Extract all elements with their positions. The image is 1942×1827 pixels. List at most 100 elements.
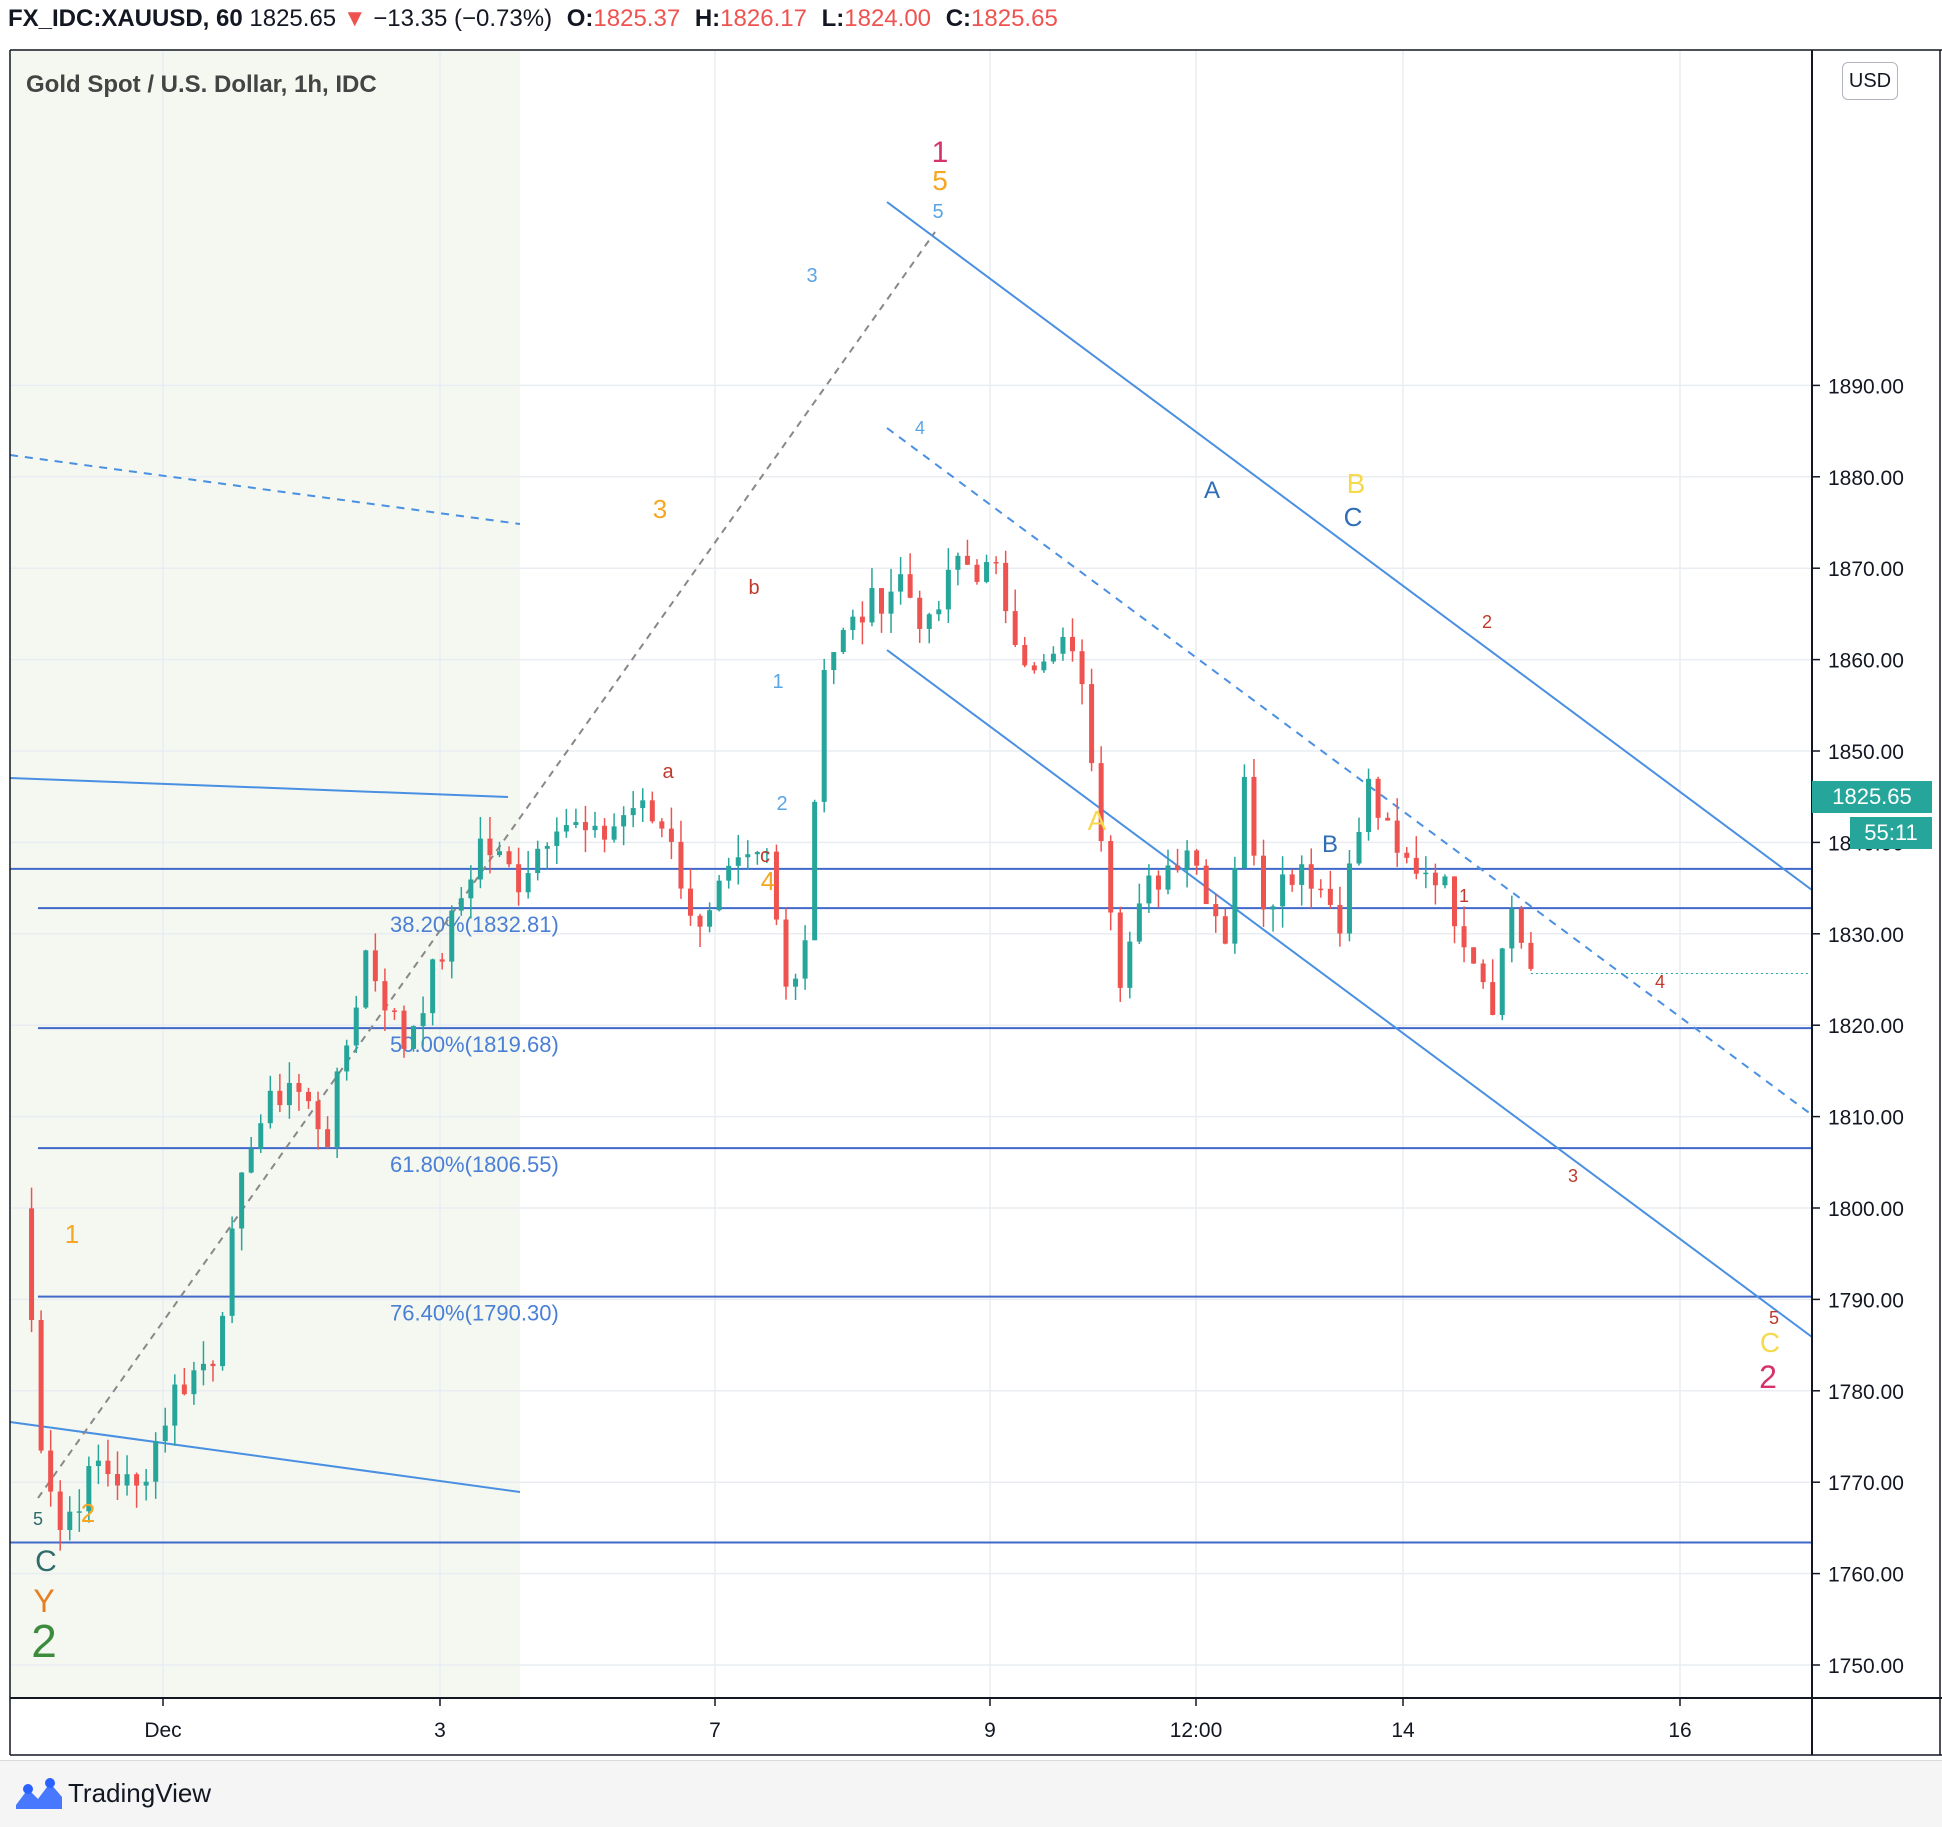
candle	[391, 1010, 397, 1012]
candle	[754, 852, 760, 855]
candle	[945, 569, 951, 610]
session-highlight	[10, 50, 520, 1698]
candle	[76, 1511, 82, 1513]
candle	[325, 1129, 331, 1147]
symbol-name[interactable]: FX_IDC:XAUUSD, 60	[8, 5, 243, 32]
chart-grid	[10, 50, 1812, 1698]
wave-label: 5	[932, 201, 943, 223]
candle	[1299, 864, 1305, 885]
candle	[124, 1474, 130, 1486]
candle	[793, 978, 799, 987]
candle	[678, 841, 684, 889]
fib-label: 38.20%(1832.81)	[390, 912, 559, 937]
wave-label: A	[1088, 805, 1107, 836]
candle	[563, 825, 569, 832]
fib-label: 76.40%(1790.30)	[390, 1301, 559, 1326]
candle	[783, 919, 789, 987]
candle	[1346, 863, 1352, 934]
wave-label: 3	[653, 494, 667, 524]
candle	[554, 831, 560, 846]
low-label: L:	[821, 5, 845, 32]
candle	[1117, 912, 1123, 988]
candle	[1509, 908, 1515, 949]
wave-label: A	[1204, 477, 1220, 504]
wave-label: 5	[1769, 1308, 1779, 1328]
candle	[86, 1466, 92, 1512]
price-chart[interactable]: 38.20%(1832.81) 50.00%(1819.68) 61.80%(180…	[0, 40, 1942, 1760]
candle	[38, 1320, 44, 1451]
candle	[964, 555, 970, 565]
x-tick-label: Dec	[144, 1719, 181, 1742]
candle	[1423, 872, 1429, 875]
x-tick-label: 9	[984, 1719, 996, 1742]
current-price-tag: 1825.65	[1812, 781, 1932, 813]
y-tick-label: 1770.00	[1828, 1472, 1904, 1495]
y-tick-label: 1800.00	[1828, 1198, 1904, 1221]
trend-line	[9, 777, 509, 798]
trend-line	[9, 454, 521, 525]
open-value: 1825.37	[593, 5, 681, 32]
x-tick-label: 7	[709, 1719, 721, 1742]
candle	[286, 1082, 292, 1106]
candle	[602, 825, 608, 840]
candle	[984, 562, 990, 582]
candle	[306, 1091, 311, 1102]
candle	[1385, 817, 1391, 821]
wave-label: 1	[65, 1219, 79, 1249]
trend-line	[886, 427, 1813, 1116]
y-tick-label: 1880.00	[1828, 467, 1904, 490]
candle	[115, 1474, 120, 1486]
candle	[1175, 865, 1181, 871]
candle	[210, 1363, 216, 1367]
candle	[535, 848, 541, 874]
candle	[1471, 947, 1477, 964]
wave-label: Y	[33, 1583, 54, 1619]
candle	[611, 826, 617, 840]
candle	[334, 1071, 340, 1147]
candle	[344, 1045, 350, 1072]
candle	[200, 1363, 206, 1371]
candle	[1203, 865, 1209, 905]
candle	[411, 1026, 417, 1049]
tradingview-brand[interactable]: TradingView	[68, 1778, 212, 1808]
candle	[621, 815, 627, 827]
candle	[1060, 636, 1066, 654]
y-tick-label: 1820.00	[1828, 1015, 1904, 1038]
candle	[525, 873, 531, 893]
wave-label: 1	[932, 136, 949, 169]
candle	[1261, 855, 1266, 910]
y-tick-label: 1890.00	[1828, 375, 1904, 398]
candle	[1356, 831, 1362, 864]
candle	[105, 1460, 111, 1475]
fib-levels: 38.20%(1832.81) 50.00%(1819.68) 61.80%(180…	[10, 867, 1812, 1544]
candle	[162, 1425, 168, 1442]
y-tick-label: 1870.00	[1828, 558, 1904, 581]
y-tick-label: 1810.00	[1828, 1107, 1904, 1130]
candle	[1146, 875, 1152, 904]
wave-label: 5	[932, 165, 948, 196]
candle	[29, 1208, 35, 1321]
x-axis[interactable]: Dec 3 7 9 12:00 14 16	[144, 1698, 1692, 1742]
candle	[1432, 872, 1438, 886]
wave-label: 2	[1759, 1359, 1777, 1395]
candle	[95, 1460, 101, 1467]
candle	[458, 898, 464, 911]
wave-label: 2	[31, 1615, 57, 1667]
candle	[172, 1384, 178, 1426]
wave-label: 1	[772, 671, 783, 693]
candle	[1480, 963, 1486, 983]
candle	[697, 915, 703, 927]
candle	[1499, 948, 1505, 1015]
axes	[9, 49, 1942, 1756]
wave-label: 5	[33, 1509, 43, 1529]
candle	[372, 950, 378, 982]
tradingview-logo-icon[interactable]	[14, 1775, 64, 1813]
candle	[1108, 841, 1114, 913]
y-tick-label: 1750.00	[1828, 1655, 1904, 1678]
high-value: 1826.17	[720, 5, 807, 32]
currency-badge[interactable]: USD	[1842, 62, 1898, 100]
candle	[869, 588, 875, 623]
high-label: H:	[694, 5, 721, 32]
candle	[707, 910, 713, 927]
